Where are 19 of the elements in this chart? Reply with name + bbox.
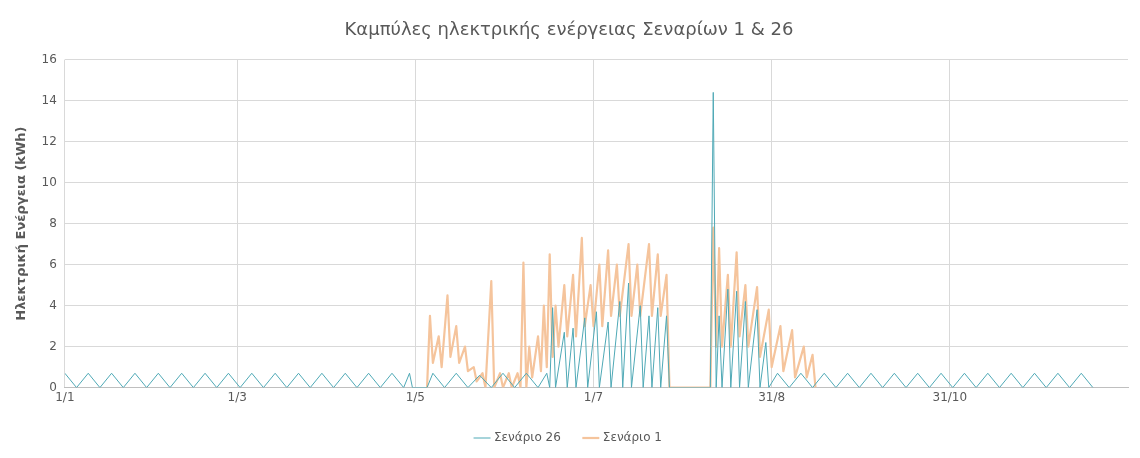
y-axis-title: Ηλεκτρική Ενέργεια (kWh) [13, 126, 29, 321]
x-tick-label: 1/5 [405, 389, 426, 404]
legend-label: Σενάριο 1 [602, 430, 662, 445]
y-tick-label: 4 [49, 297, 57, 312]
y-tick-label: 10 [41, 174, 57, 189]
y-tick-label: 14 [41, 92, 57, 107]
x-tick-label: 1/7 [583, 389, 604, 404]
y-tick-label: 8 [49, 215, 57, 230]
y-tick-label: 6 [49, 256, 57, 271]
x-tick-label: 1/1 [55, 389, 75, 404]
y-tick-label: 16 [41, 51, 57, 66]
legend-label: Σενάριο 26 [494, 430, 561, 445]
y-tick-label: 12 [41, 133, 57, 148]
chart-title: Καμπύλες ηλεκτρικής ενέργειας Σεναρίων 1 & 26 [344, 18, 794, 40]
x-tick-label: 31/10 [932, 389, 968, 404]
x-tick-label: 1/3 [227, 389, 247, 404]
y-tick-label: 0 [49, 379, 57, 394]
x-tick-label: 31/8 [758, 389, 786, 404]
y-tick-label: 2 [49, 338, 57, 353]
